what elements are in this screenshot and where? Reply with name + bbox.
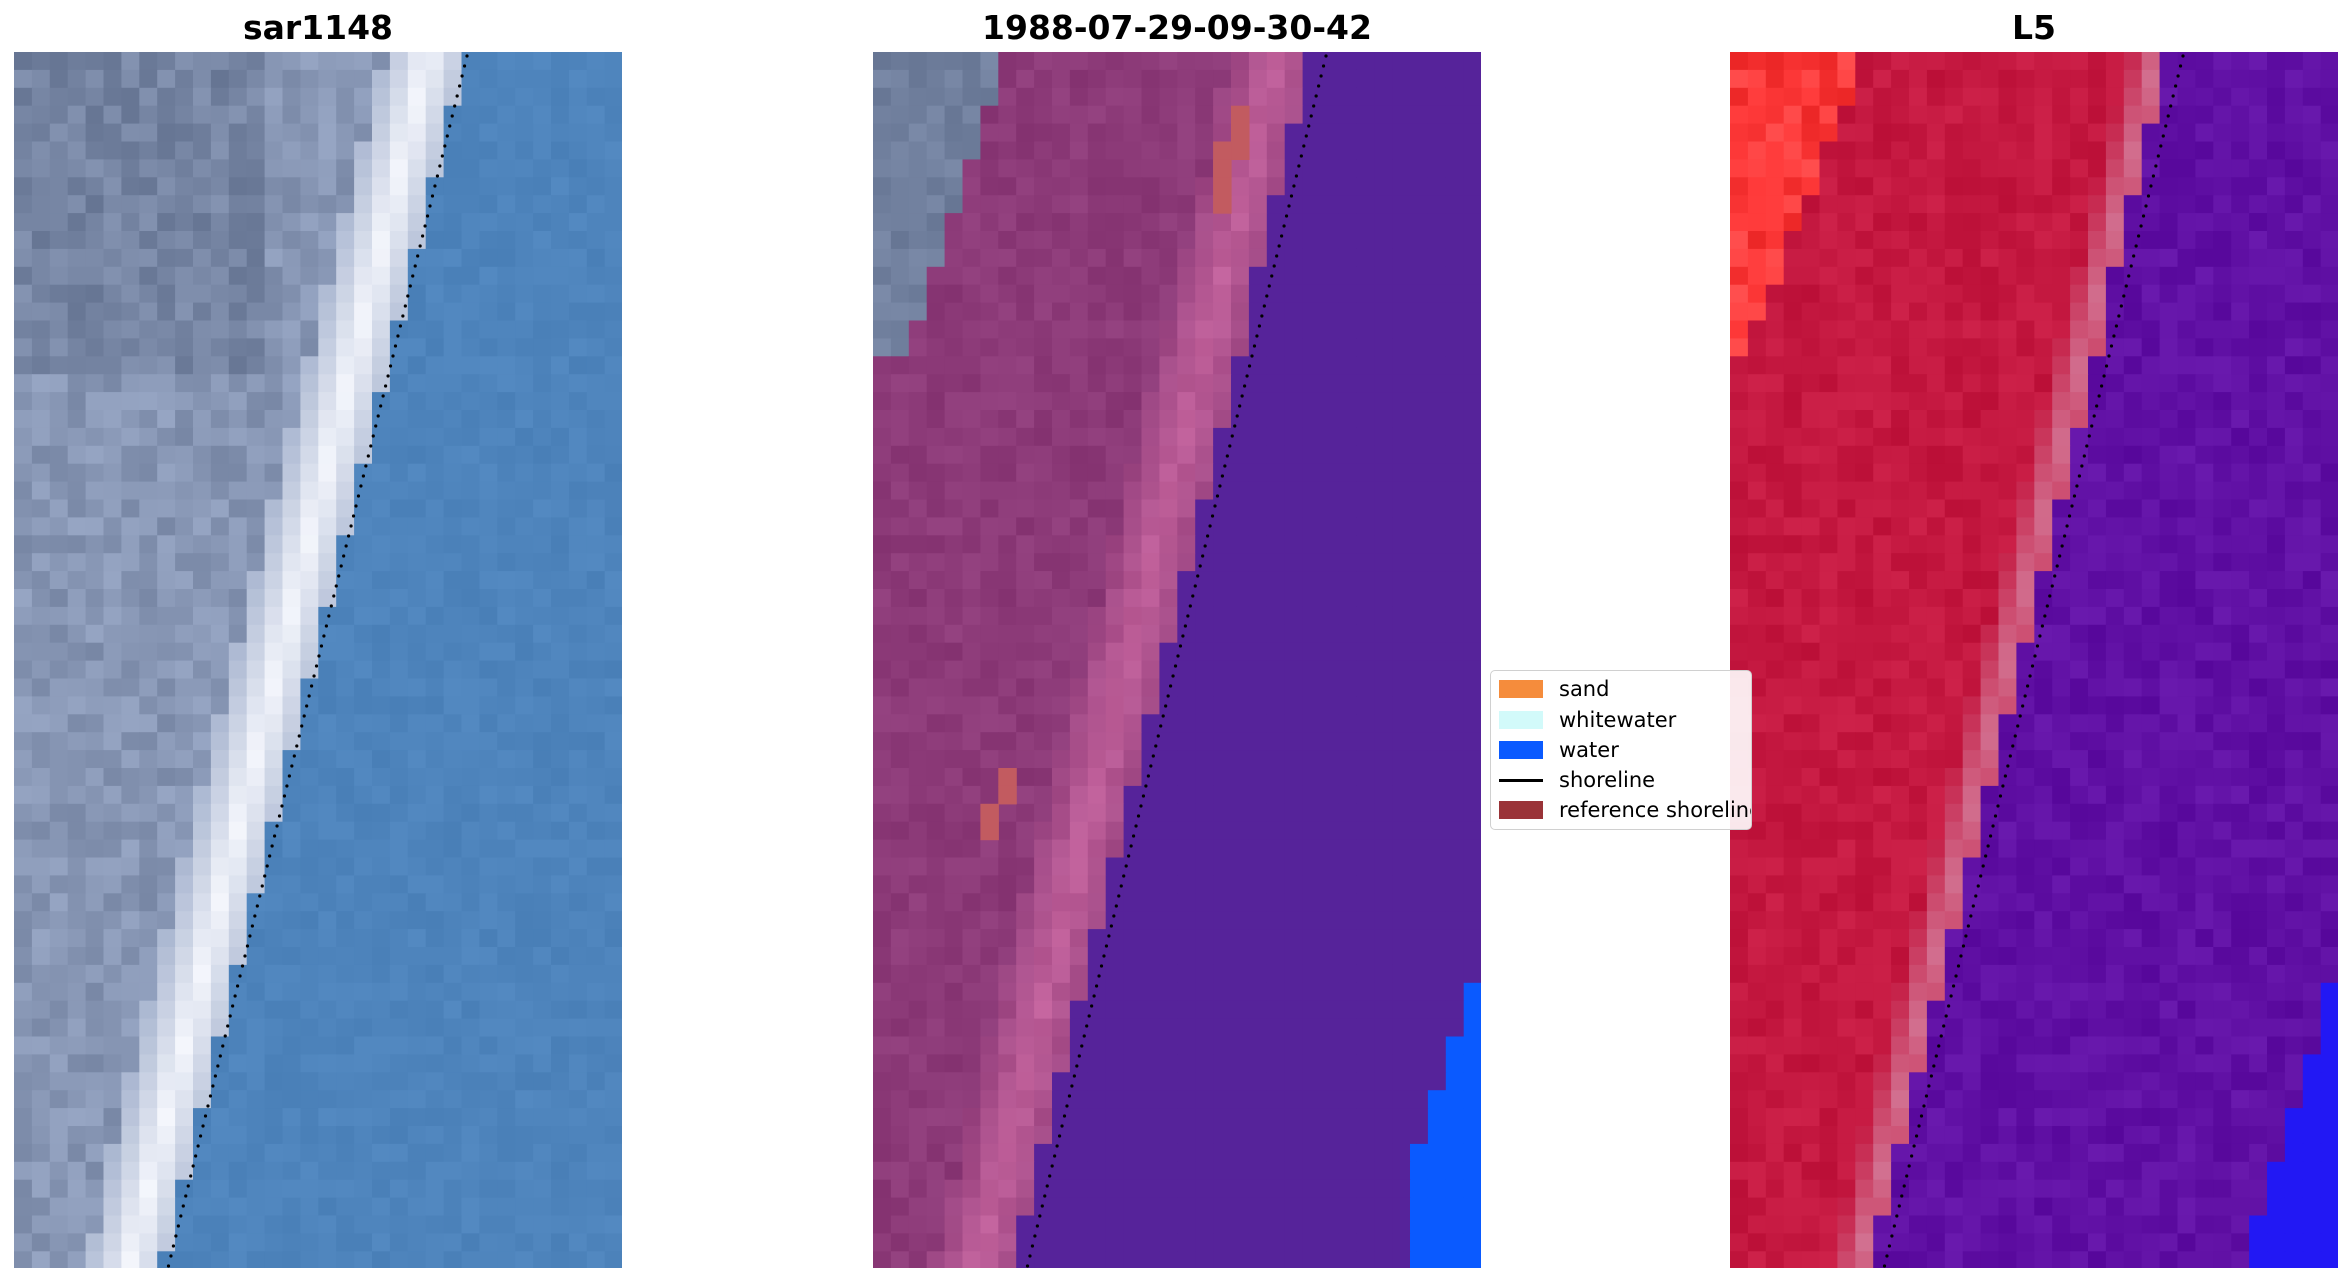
legend-item-whitewater: whitewater xyxy=(1499,706,1676,734)
shoreline-dots xyxy=(1025,54,1328,1268)
panel-title-rgb: sar1148 xyxy=(242,8,394,47)
reference-shoreline-swatch-icon xyxy=(1499,801,1543,819)
panel-title-index: L5 xyxy=(2012,8,2056,47)
legend-label-shoreline: shoreline xyxy=(1559,768,1656,792)
panel-title-classified: 1988-07-29-09-30-42 xyxy=(982,8,1372,47)
legend-label-water: water xyxy=(1559,738,1619,762)
rgb-image-panel xyxy=(14,52,622,1268)
legend-label-reference-shoreline: reference shoreline xyxy=(1559,798,1752,822)
rgb-image xyxy=(14,52,622,1268)
legend: sand whitewater water shoreline referenc… xyxy=(1490,670,1752,830)
classified-image xyxy=(873,52,1481,1268)
water-swatch-icon xyxy=(1499,741,1543,759)
legend-label-sand: sand xyxy=(1559,677,1610,701)
whitewater-swatch-icon xyxy=(1499,711,1543,729)
index-image-panel xyxy=(1730,52,2338,1268)
classified-image-panel xyxy=(873,52,1481,1268)
legend-label-whitewater: whitewater xyxy=(1559,708,1677,732)
legend-item-reference-shoreline: reference shoreline xyxy=(1499,796,1752,824)
legend-item-sand: sand xyxy=(1499,675,1609,703)
legend-item-water: water xyxy=(1499,736,1619,764)
shoreline-dots xyxy=(166,54,469,1268)
sand-swatch-icon xyxy=(1499,680,1543,698)
shoreline-dots xyxy=(1882,54,2185,1268)
shoreline-line-icon xyxy=(1499,778,1543,782)
index-image xyxy=(1730,52,2338,1268)
legend-item-shoreline: shoreline xyxy=(1499,766,1655,794)
